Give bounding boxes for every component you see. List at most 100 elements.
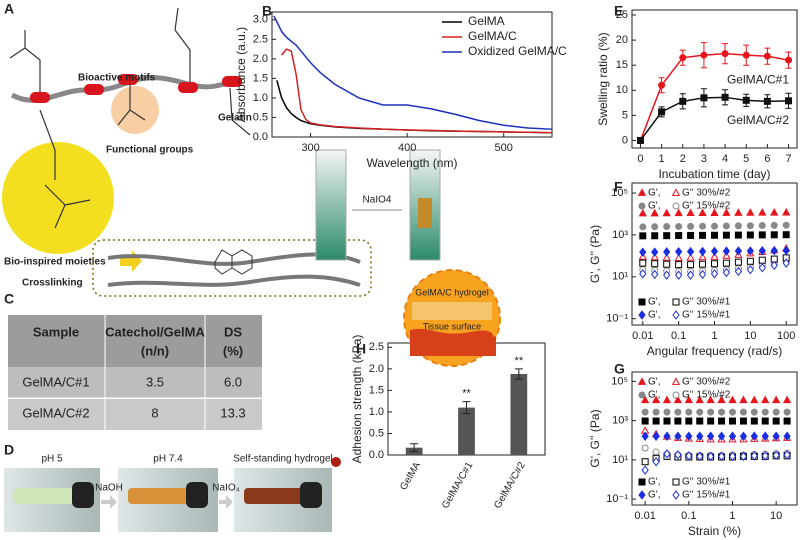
- point: [674, 208, 683, 217]
- point: [675, 270, 683, 280]
- legend-label: G',: [648, 310, 660, 321]
- series-line: [273, 15, 553, 130]
- x-tick-label: 300: [301, 142, 319, 154]
- panel-label: F: [614, 179, 623, 195]
- point: [739, 451, 748, 462]
- point: [728, 395, 737, 404]
- vial: [128, 488, 188, 504]
- legend-marker: [637, 377, 647, 385]
- point: [641, 444, 649, 452]
- point: [734, 231, 742, 239]
- legend-marker: [672, 478, 680, 486]
- point: [718, 408, 726, 416]
- legend-label: Oxidized GelMA/C: [468, 44, 567, 58]
- molecule: [214, 249, 253, 275]
- point: [722, 267, 731, 278]
- x-tick-label: 10: [744, 330, 756, 342]
- legend-label: G'' 15%/#1: [682, 310, 731, 321]
- point: [782, 258, 790, 268]
- point: [722, 208, 731, 216]
- panel-label: E: [614, 3, 623, 19]
- y-tick-label: 1.0: [253, 92, 268, 104]
- table-cell: GelMA/C#2: [22, 405, 89, 420]
- table-header-cell: (n/n): [141, 343, 169, 358]
- plot-frame: [271, 11, 553, 138]
- x-tick-label: GelMA: [398, 460, 423, 492]
- point: [706, 395, 715, 404]
- arrow: [101, 495, 117, 509]
- y-tick-label: 10⁻¹: [606, 313, 628, 325]
- legend-label: G'' 30%/#2: [682, 188, 731, 199]
- point: [639, 269, 647, 279]
- inset-label: GelMA/C hydrogel: [415, 287, 489, 297]
- legend-label: G',: [648, 201, 660, 212]
- panel-label: B: [262, 3, 272, 19]
- y-tick-label: 1.5: [369, 384, 384, 396]
- y-axis-label: Swelling ratio (%): [596, 32, 610, 125]
- table-header: [8, 315, 262, 367]
- point: [699, 222, 707, 230]
- point: [641, 417, 649, 425]
- point: [728, 451, 737, 462]
- table-cell: 3.5: [146, 374, 164, 389]
- table-cell: 13.3: [220, 405, 245, 420]
- point: [641, 408, 649, 416]
- y-tick-label: 15: [616, 59, 628, 71]
- x-tick-label: 0.01: [634, 510, 655, 522]
- point: [758, 246, 766, 256]
- point: [651, 269, 659, 280]
- point: [641, 465, 649, 475]
- point: [746, 222, 754, 230]
- orange-circle: [111, 86, 159, 134]
- legend-marker: [638, 391, 646, 399]
- x-tick-label: 0.01: [632, 330, 653, 342]
- point: [711, 260, 718, 268]
- point: [746, 257, 754, 265]
- legend-label: G'' 30%/#2: [682, 377, 731, 388]
- point: [663, 260, 671, 268]
- y-tick-label: 10⁻¹: [606, 493, 628, 505]
- point: [698, 208, 707, 216]
- table-header-cell: (%): [223, 343, 243, 358]
- series-line: [639, 96, 789, 141]
- point: [739, 417, 747, 425]
- point: [782, 231, 790, 239]
- point: [728, 431, 737, 441]
- y-tick-label: 2.5: [253, 33, 268, 45]
- table-row: [8, 367, 262, 398]
- point: [674, 450, 682, 460]
- panel-label: G: [614, 361, 625, 377]
- point: [750, 408, 758, 416]
- y-axis-label: Adhesion strength (kPa): [350, 335, 364, 464]
- point: [758, 263, 766, 273]
- point: [770, 208, 779, 216]
- x-tick-label: 0: [637, 153, 643, 165]
- cap: [72, 482, 94, 508]
- point: [658, 81, 666, 89]
- x-tick-label: 500: [495, 142, 513, 154]
- table-cell: 8: [151, 405, 158, 420]
- point: [696, 408, 704, 416]
- point: [721, 93, 729, 101]
- x-axis-label: Incubation time (day): [658, 167, 770, 181]
- point: [750, 395, 759, 404]
- point: [651, 223, 659, 231]
- point: [651, 232, 659, 240]
- inset-label: Tissue surface: [423, 321, 481, 331]
- table-row: [8, 399, 262, 430]
- point: [650, 208, 659, 217]
- point: [761, 417, 769, 425]
- point: [722, 222, 730, 230]
- legend-label: G'' 30%/#1: [682, 297, 731, 308]
- y-tick-label: 10³: [612, 415, 628, 427]
- point: [763, 52, 771, 60]
- gel: [331, 457, 341, 467]
- reagent: NaIO₄: [212, 483, 239, 494]
- point: [722, 231, 730, 239]
- point: [739, 408, 747, 416]
- point: [761, 395, 770, 404]
- y-tick-label: 0.0: [369, 449, 384, 461]
- x-tick-label: 5: [743, 153, 749, 165]
- photo-label: Self-standing hydrogel: [233, 454, 333, 465]
